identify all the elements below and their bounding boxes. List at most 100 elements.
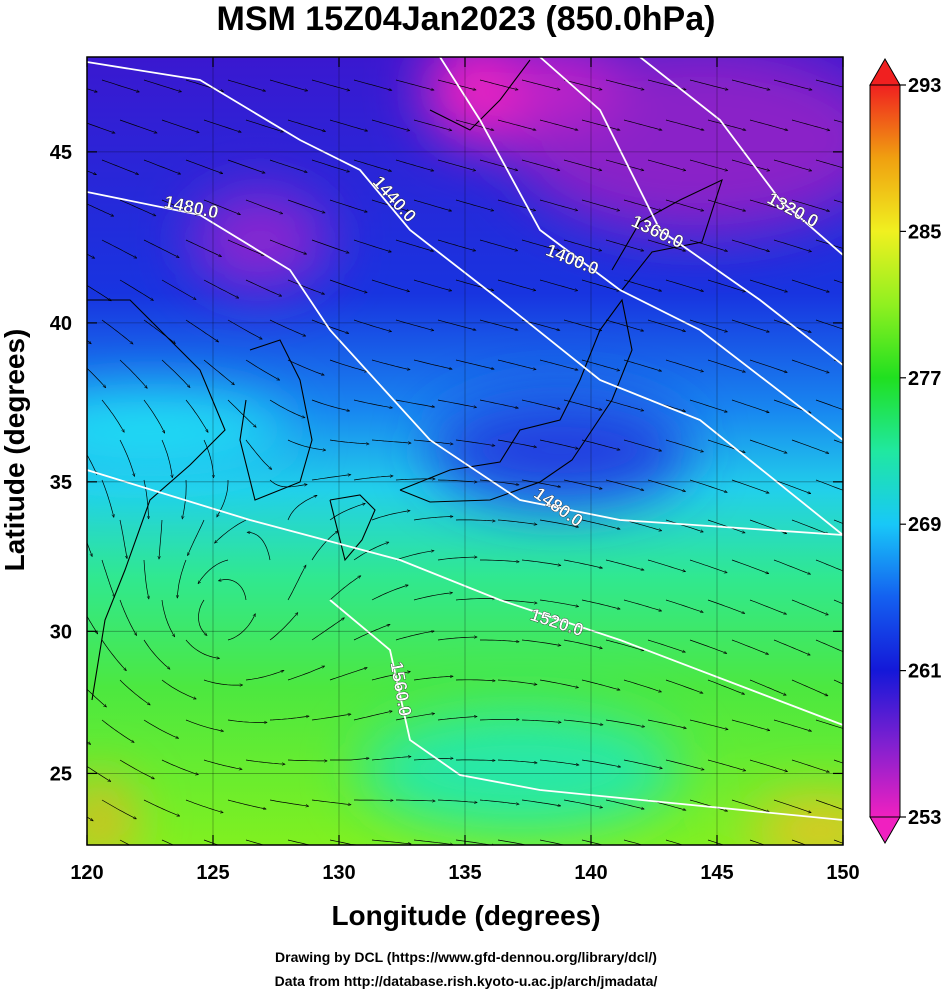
streamline <box>497 759 537 763</box>
streamline <box>119 839 131 845</box>
streamline <box>311 714 351 721</box>
streamline <box>245 199 283 214</box>
streamline <box>689 719 728 730</box>
streamline <box>497 839 536 845</box>
streamline <box>773 719 811 731</box>
streamline <box>185 399 208 432</box>
streamline <box>227 614 255 641</box>
streamline <box>143 479 149 519</box>
streamline <box>245 671 284 681</box>
streamline <box>413 119 452 130</box>
streamline <box>311 319 349 333</box>
streamline <box>395 159 434 171</box>
contour-line <box>329 599 843 821</box>
streamline <box>497 599 537 603</box>
streamline <box>791 599 828 615</box>
streamline <box>479 799 519 804</box>
streamline <box>371 119 410 131</box>
streamline <box>833 279 843 284</box>
streamline <box>707 199 745 211</box>
streamline <box>87 170 96 175</box>
streamline <box>60 640 85 670</box>
streamline <box>605 719 644 727</box>
streamline <box>395 79 434 90</box>
x-tick-label: 125 <box>196 862 229 884</box>
streamline <box>247 532 271 561</box>
streamline <box>246 40 284 50</box>
streamline <box>269 79 308 91</box>
streamline <box>605 639 644 651</box>
grid <box>87 57 843 845</box>
streamline <box>731 559 769 574</box>
streamline <box>177 559 187 598</box>
streamline <box>437 717 477 721</box>
streamline <box>773 479 811 494</box>
streamline <box>87 688 106 707</box>
streamline <box>707 119 746 130</box>
streamline <box>731 719 770 731</box>
streamline <box>396 800 435 801</box>
x-tick-label: 130 <box>322 862 355 884</box>
streamline <box>647 159 686 171</box>
streamline <box>623 199 662 211</box>
streamline <box>219 580 247 601</box>
colorbar-tick-label: 293 <box>908 75 941 97</box>
streamline <box>773 799 811 813</box>
streamline <box>539 359 578 370</box>
streamline <box>563 319 602 331</box>
streamline <box>101 559 115 597</box>
streamline <box>539 839 566 845</box>
streamline <box>87 454 97 474</box>
streamline <box>731 399 769 413</box>
streamline <box>60 400 84 431</box>
streamline <box>665 439 703 452</box>
streamline <box>563 639 602 648</box>
streamline <box>143 559 149 599</box>
streamline <box>581 199 620 211</box>
streamline <box>353 319 391 332</box>
streamline <box>413 676 453 681</box>
streamline <box>188 519 205 555</box>
streamline <box>101 799 136 819</box>
streamline <box>329 359 367 372</box>
streamline <box>749 279 787 292</box>
streamline <box>414 40 452 50</box>
streamline <box>455 439 495 446</box>
streamline <box>269 613 298 641</box>
streamline <box>227 79 265 91</box>
colorbar-extend-top <box>869 57 901 86</box>
streamline <box>773 559 810 574</box>
streamline <box>455 680 495 681</box>
streamline <box>287 359 324 375</box>
contour-line <box>87 61 843 536</box>
streamline <box>479 239 518 251</box>
streamline <box>227 319 262 339</box>
field: 1320.01360.01400.01440.01480.01480.01520… <box>60 40 914 845</box>
streamline <box>413 279 452 291</box>
streamline <box>371 672 410 681</box>
streamline <box>665 199 704 211</box>
streamline <box>143 639 170 669</box>
streamline <box>731 639 768 654</box>
streamline <box>563 239 602 251</box>
streamline <box>791 759 829 772</box>
streamline <box>749 359 787 372</box>
streamline <box>78 40 115 51</box>
streamline <box>749 439 787 453</box>
streamline <box>413 758 453 761</box>
streamline <box>815 319 843 330</box>
streamline <box>371 757 411 761</box>
streamline <box>647 639 685 652</box>
streamline <box>119 679 150 705</box>
streamline <box>539 199 578 211</box>
streamline <box>455 520 495 521</box>
streamline <box>539 439 578 449</box>
streamline <box>245 759 285 764</box>
streamline <box>876 40 914 50</box>
streamline <box>521 79 560 90</box>
streamline <box>539 519 578 527</box>
streamline <box>203 679 243 685</box>
x-tick-label: 135 <box>448 862 481 884</box>
streamline <box>101 399 124 432</box>
streamline <box>353 625 390 641</box>
